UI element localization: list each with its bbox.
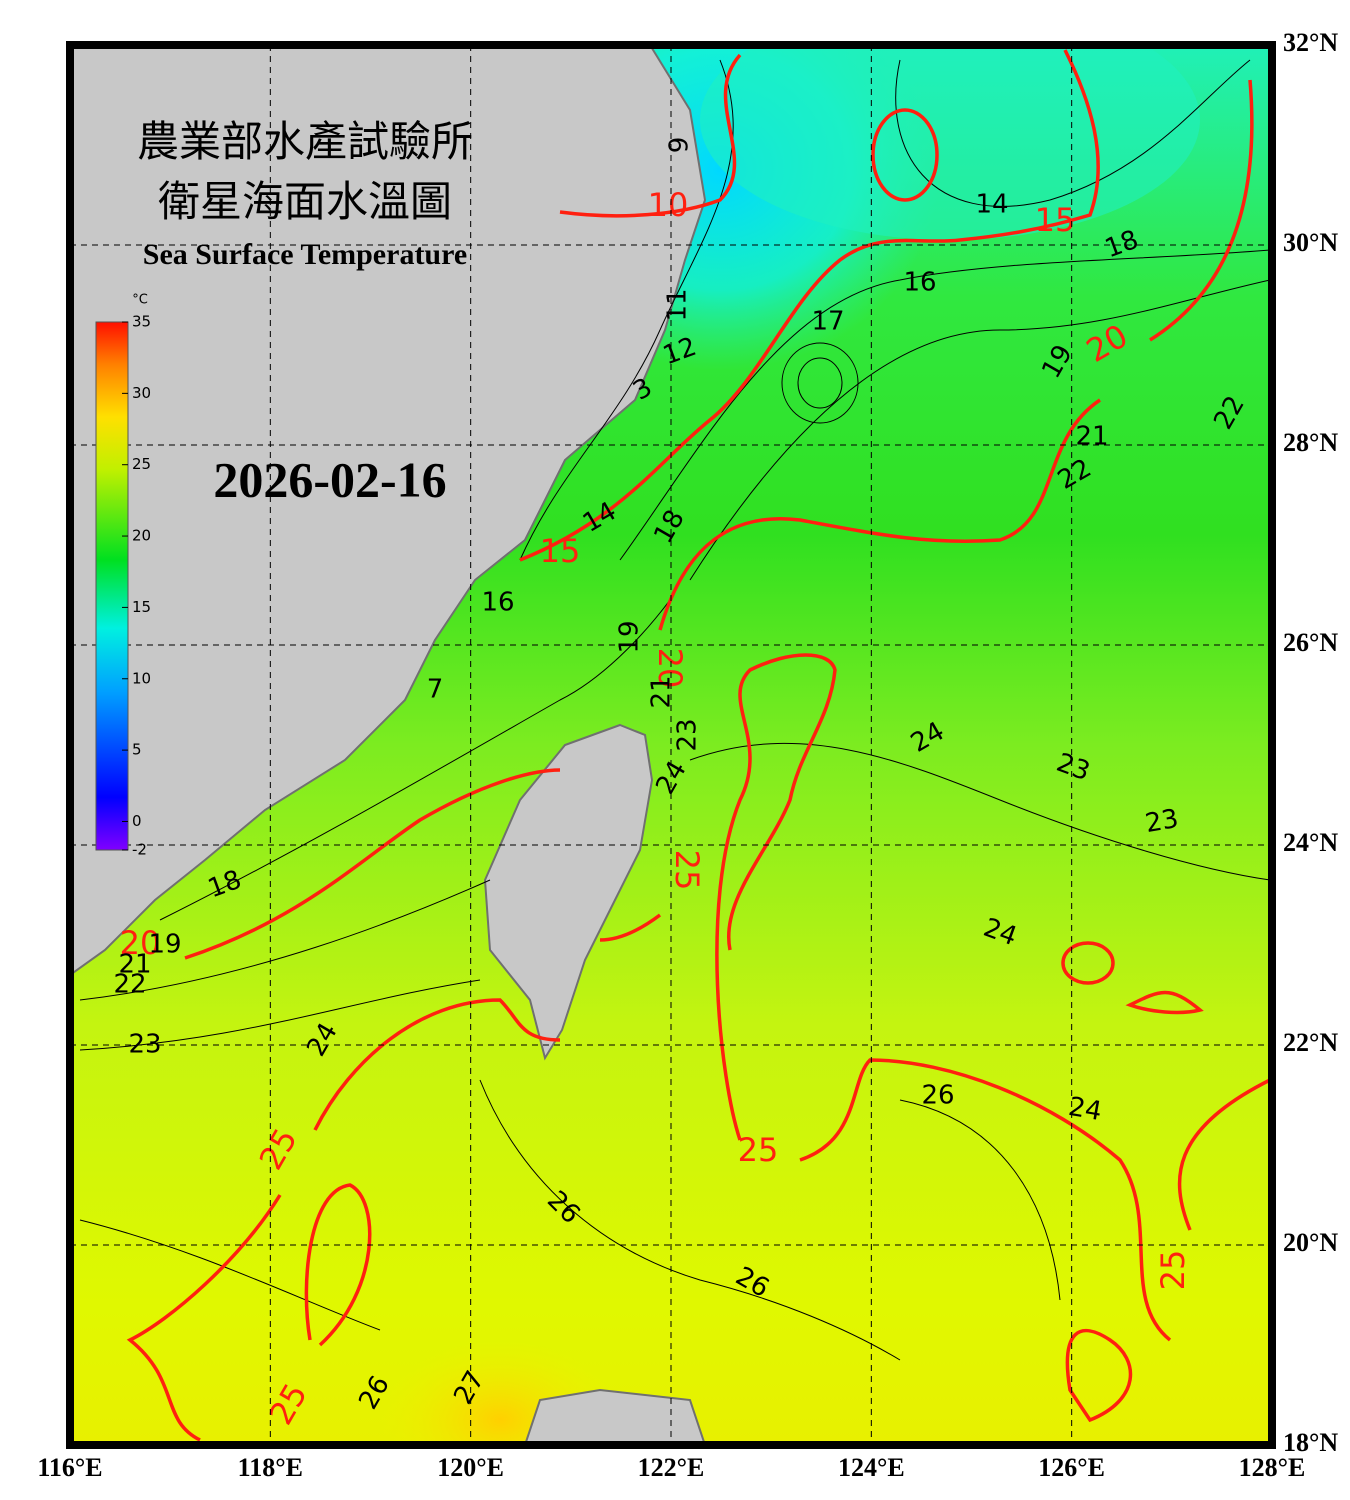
contour-label: 16	[903, 268, 936, 298]
lat-tick-label: 20°N	[1283, 1228, 1338, 1257]
lon-tick-label: 116°E	[37, 1453, 102, 1482]
contour-line	[799, 1058, 1271, 1342]
contour-line	[619, 249, 1271, 561]
contour-label: 7	[427, 675, 444, 705]
colorbar	[95, 321, 129, 851]
contour-label-major: 25	[668, 850, 706, 891]
contour-label: 23	[128, 1030, 161, 1060]
contour-label: 24	[1066, 1092, 1104, 1127]
contour-label: 22	[113, 970, 146, 1000]
contour-line	[689, 279, 1271, 581]
contour-line	[79, 1219, 381, 1331]
contour-line	[658, 79, 1254, 631]
lat-tick-label: 24°N	[1283, 828, 1338, 857]
luzon	[523, 1388, 707, 1445]
contour-line	[79, 879, 491, 1001]
title-zh: 農業部水產試驗所	[137, 117, 473, 166]
lat-tick-label: 30°N	[1283, 228, 1338, 257]
contour-line	[79, 979, 481, 1051]
lon-tick-label: 128°E	[1239, 1453, 1306, 1482]
lat-tick-label: 28°N	[1283, 428, 1338, 457]
colorbar-tick-label: 35	[132, 313, 151, 331]
lon-tick-label: 122°E	[638, 1453, 705, 1482]
colorbar-tick-label: 10	[132, 669, 151, 687]
contour-line	[797, 357, 843, 409]
contour-line	[159, 599, 671, 921]
colorbar-tick-label: 5	[132, 741, 142, 759]
lat-tick-label: 32°N	[1283, 28, 1338, 57]
colorbar-tick-label: 15	[132, 598, 151, 616]
lon-tick-label: 126°E	[1038, 1453, 1105, 1482]
contour-label: 23	[673, 718, 703, 751]
map-frame	[66, 41, 1276, 1449]
taiwan	[483, 723, 654, 1061]
lon-tick-label: 120°E	[437, 1453, 504, 1482]
lon-tick-label: 124°E	[838, 1453, 905, 1482]
contour-label: 26	[921, 1081, 954, 1111]
contour-label-major: 25	[738, 1131, 779, 1169]
contour-label: 23	[1143, 804, 1181, 839]
contour-label: 17	[811, 307, 844, 337]
contour-line	[715, 653, 837, 1141]
contour-line	[126, 1183, 372, 1442]
axis-labels: 116°E 118°E 120°E 122°E 124°E 126°E 128°E18°N 2…	[37, 28, 1338, 1482]
contour-label-major: 20	[120, 924, 161, 962]
lat-tick-label: 18°N	[1283, 1428, 1338, 1457]
contour-line	[184, 768, 561, 960]
contour-label: 21	[118, 950, 151, 980]
lat-tick-label: 26°N	[1283, 628, 1338, 657]
contour-line	[1065, 1328, 1133, 1423]
contour-label-major: 15	[1035, 201, 1076, 239]
lat-tick-label: 22°N	[1283, 1028, 1338, 1057]
contour-label: 9	[665, 137, 695, 154]
cool-water	[700, 45, 1200, 240]
contour-line	[899, 1099, 1061, 1301]
title-en: Sea Surface Temperature	[143, 238, 467, 271]
colorbar-tick-label: 20	[132, 527, 151, 545]
contour-line	[1125, 990, 1204, 1015]
contour-label: 19	[615, 620, 645, 653]
minor-contours	[79, 59, 1271, 1361]
subtitle-zh: 衛星海面水溫圖	[158, 177, 452, 226]
colorbar-tick-label: 30	[132, 384, 151, 402]
lon-tick-label: 118°E	[238, 1453, 303, 1482]
china-coast	[70, 45, 707, 977]
colorbar-tick-label: 0	[132, 812, 142, 830]
contour-label: 11	[663, 288, 693, 321]
contour-line	[519, 49, 1100, 562]
date: 2026-02-16	[213, 451, 446, 507]
contour-line	[871, 108, 939, 202]
contour-label: 16	[481, 588, 514, 618]
contour-label: 19	[148, 930, 181, 960]
contour-line	[781, 342, 859, 424]
contour-line	[559, 53, 742, 218]
contour-line	[895, 59, 1251, 207]
contour-line	[479, 1079, 901, 1361]
contour-label: 14	[975, 190, 1008, 220]
contour-label-major: 15	[540, 532, 581, 570]
colorbar-tick-label: 25	[132, 455, 151, 473]
colorbar-tick-label: -2	[132, 841, 147, 859]
contour-label: 21	[647, 675, 677, 708]
contour-label-major: 25	[1154, 1250, 1192, 1291]
contour-label-major: 10	[648, 186, 689, 224]
contour-label-major: 20	[651, 648, 689, 689]
contour-line	[689, 743, 1271, 881]
major-contours	[126, 49, 1271, 1442]
contour-line	[1061, 941, 1115, 985]
contour-label: 21	[1075, 422, 1108, 452]
graticule	[70, 45, 1272, 1445]
colorbar-unit: °C	[132, 293, 148, 308]
